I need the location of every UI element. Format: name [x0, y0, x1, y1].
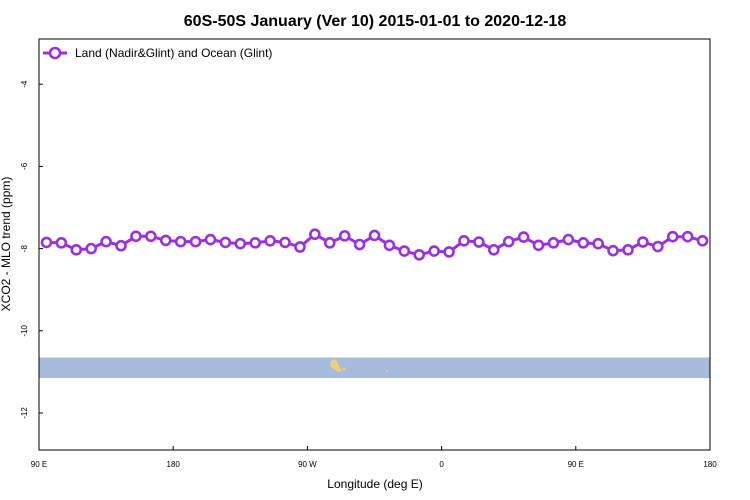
- legend-marker-swatch: [48, 46, 62, 60]
- series-layer: [40, 228, 709, 261]
- land-speck: [386, 370, 388, 372]
- x-axis-label: Longitude (deg E): [327, 477, 422, 491]
- x-tick-label: 90 E: [31, 460, 47, 469]
- data-point: [473, 236, 485, 248]
- plot-frame: [38, 38, 711, 451]
- y-tick-label: -6: [20, 162, 29, 170]
- data-point: [174, 235, 187, 248]
- y-axis-label: XCO2 - MLO trend (ppm): [0, 177, 13, 312]
- data-point: [637, 236, 649, 248]
- data-point: [652, 240, 664, 253]
- data-point: [622, 244, 634, 256]
- data-point: [40, 236, 53, 249]
- data-point: [532, 239, 545, 252]
- data-point: [428, 245, 440, 257]
- data-point: [204, 233, 217, 246]
- data-point: [562, 233, 575, 246]
- data-point: [85, 242, 97, 255]
- data-point: [234, 237, 247, 250]
- land-patch: [330, 359, 342, 372]
- data-point: [115, 239, 127, 252]
- data-point: [219, 236, 232, 249]
- data-point: [264, 235, 276, 247]
- y-axis: -4 -6 -8 -10 -12: [20, 80, 43, 419]
- y-tick-label: -4: [20, 80, 29, 88]
- y-tick-label: -8: [20, 245, 29, 253]
- x-tick-label: 0: [439, 460, 444, 469]
- ocean-band: [39, 357, 710, 379]
- legend-label: Land (Nadir&Glint) and Ocean (Glint): [75, 46, 272, 60]
- data-point: [189, 235, 202, 248]
- data-point: [338, 230, 351, 242]
- data-point: [130, 230, 142, 243]
- y-tick-label: -10: [20, 324, 29, 336]
- data-point: [294, 241, 306, 253]
- data-point: [577, 237, 590, 249]
- data-point: [383, 239, 396, 252]
- y-tick-label: -12: [20, 407, 29, 419]
- land-speck: [342, 367, 346, 371]
- data-point: [368, 229, 381, 242]
- data-point: [592, 237, 604, 250]
- data-point: [159, 234, 172, 247]
- data-point: [487, 244, 500, 256]
- data-point: [398, 245, 411, 257]
- chart-title: 60S-50S January (Ver 10) 2015-01-01 to 2…: [184, 13, 567, 30]
- data-point: [547, 237, 560, 249]
- data-point: [696, 235, 709, 247]
- data-point: [666, 230, 679, 243]
- data-point: [681, 230, 694, 243]
- data-point: [458, 235, 470, 247]
- x-axis: 90 E 180 90 W 0 90 E 180: [31, 446, 717, 469]
- x-tick-label: 90 E: [568, 460, 584, 469]
- map-strip: [39, 357, 710, 379]
- data-point: [517, 231, 530, 243]
- data-point: [70, 244, 83, 256]
- data-point: [249, 237, 262, 249]
- x-tick-label: 180: [703, 460, 717, 469]
- data-point: [55, 237, 68, 249]
- data-point: [309, 228, 321, 241]
- data-point: [279, 236, 291, 249]
- x-tick-label: 180: [167, 460, 181, 469]
- data-point: [502, 235, 515, 248]
- x-tick-label: 90 W: [298, 460, 317, 469]
- legend: Land (Nadir&Glint) and Ocean (Glint): [43, 46, 272, 60]
- data-point: [100, 235, 112, 248]
- data-point: [443, 246, 455, 258]
- data-point: [353, 238, 366, 251]
- data-point: [607, 244, 619, 257]
- data-point: [145, 230, 157, 243]
- data-point: [413, 248, 426, 261]
- data-point: [323, 237, 336, 249]
